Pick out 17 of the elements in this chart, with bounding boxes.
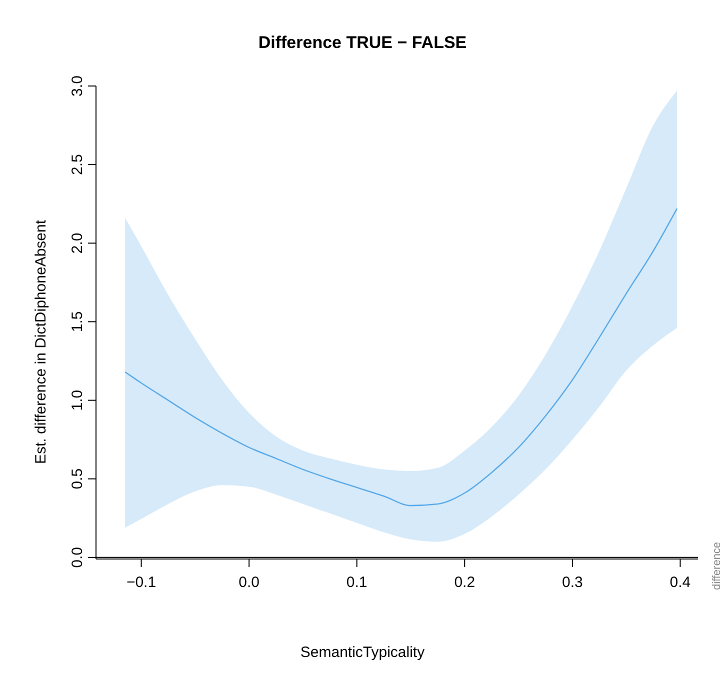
x-tick-label: 0.4 bbox=[670, 574, 691, 591]
y-tick-label: 2.5 bbox=[69, 154, 86, 175]
text: difference bbox=[711, 542, 723, 590]
x-axis-title: SemanticTypicality bbox=[299, 644, 426, 661]
y-tick-label: 3.0 bbox=[69, 76, 86, 96]
y-tick-label: 0.5 bbox=[69, 468, 86, 490]
x-tick-label: 0.0 bbox=[238, 574, 260, 591]
x-tick-label: 0.1 bbox=[346, 574, 368, 591]
x-tick-label: 0.2 bbox=[454, 574, 476, 591]
y-tick-label: 1.0 bbox=[69, 390, 86, 411]
y-axis-title: Est. difference in DictDiphoneAbsent bbox=[32, 220, 50, 464]
y-tick-label: 0.0 bbox=[69, 547, 86, 568]
y-tick-label: 1.5 bbox=[69, 311, 86, 332]
chart-title: Difference TRUE − FALSE bbox=[257, 33, 468, 53]
x-tick-label: −0.1 bbox=[126, 574, 156, 591]
y-tick-label: 2.0 bbox=[69, 232, 86, 254]
x-tick-label: 0.3 bbox=[562, 574, 583, 591]
